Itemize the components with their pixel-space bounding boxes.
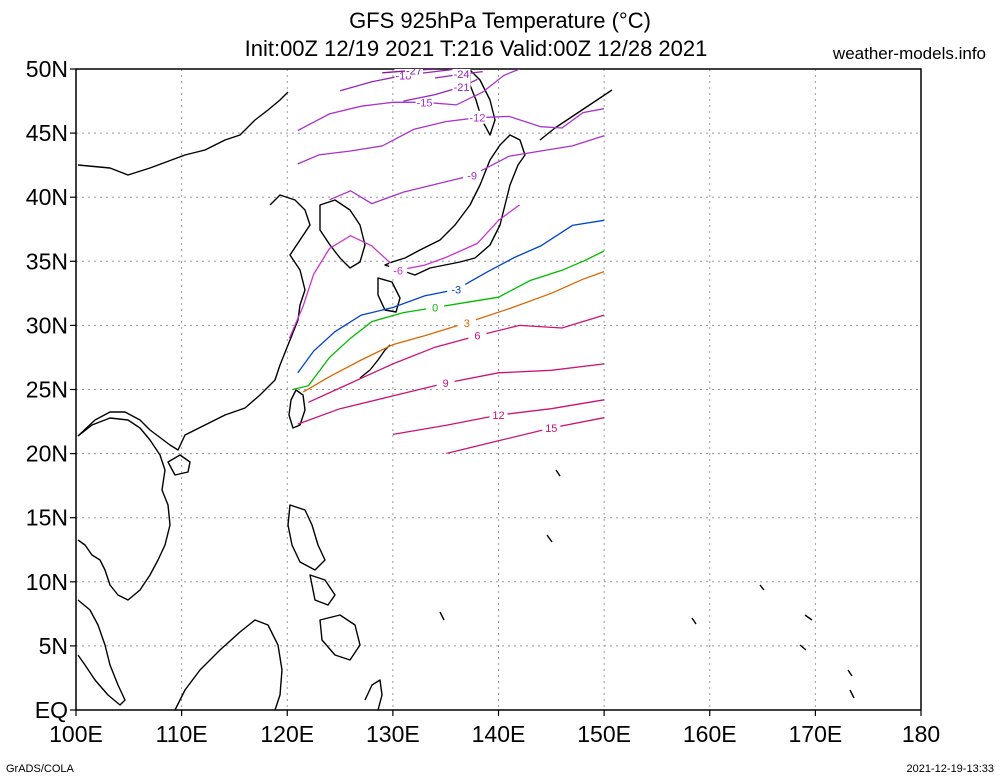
lat-label: 10N <box>26 569 68 595</box>
contour-label-bg <box>457 315 476 329</box>
footer-timestamp: 2021-12-19-13:33 <box>906 763 994 775</box>
lon-label: 130E <box>366 721 420 747</box>
contour-label: -6 <box>393 265 403 277</box>
coast-hainan <box>167 454 191 476</box>
contour-line <box>288 204 520 339</box>
coast-taiwan <box>288 389 306 429</box>
lat-label: 50N <box>26 56 68 82</box>
coast-visayas <box>309 574 336 606</box>
footer-credit: GrADS/COLA <box>6 763 74 775</box>
contour-line <box>292 250 605 391</box>
contour-label-bg <box>389 263 408 277</box>
coast-kurils <box>539 89 613 141</box>
contour-label-bg <box>463 168 482 182</box>
coastlines <box>77 69 855 711</box>
contour-line <box>329 135 605 205</box>
coast-indochina <box>77 417 171 601</box>
contour-label-bg <box>415 95 434 109</box>
coast-mindanao <box>319 614 361 661</box>
coast-sulawesi <box>364 679 383 711</box>
coast-kyushu <box>377 277 401 313</box>
latitude-labels: EQ 5N 10N 15N 20N 25N 30N 35N 40N 45N 50N <box>26 56 76 723</box>
contour-label: 12 <box>492 410 504 422</box>
chart-subtitle: Init:00Z 12/19 2021 T:216 Valid:00Z 12/2… <box>244 36 708 61</box>
contour-label-bg <box>405 69 423 77</box>
lon-label: 140E <box>472 721 526 747</box>
lon-label: 180 <box>902 721 940 747</box>
lat-label: 45N <box>26 120 68 146</box>
coast-korea <box>319 199 366 269</box>
contour-label: 0 <box>432 302 438 314</box>
contour-label: -24 <box>454 69 470 81</box>
contour-label-bg <box>468 328 487 342</box>
lat-label: 5N <box>39 633 68 659</box>
contour-label-bg <box>489 408 508 422</box>
contour-line <box>445 417 605 454</box>
coast-sakhalin <box>469 69 496 136</box>
contour-label-bg <box>452 69 471 81</box>
chart-title: GFS 925hPa Temperature (°C) <box>349 8 651 33</box>
contour-label: 9 <box>443 378 449 390</box>
coast-borneo <box>174 619 283 711</box>
contour-label-bg <box>468 110 487 124</box>
lon-label: 160E <box>683 721 737 747</box>
contour-label: -15 <box>417 97 433 109</box>
coast-japan <box>384 134 526 276</box>
map-grid <box>76 69 921 710</box>
contour-line <box>297 363 605 425</box>
contour-label-bg <box>452 79 471 93</box>
contour-label: 15 <box>545 423 557 435</box>
contour-label: 6 <box>474 331 480 343</box>
site-label: weather-models.info <box>832 44 986 63</box>
lat-label: EQ <box>35 697 68 723</box>
contour-label: -21 <box>454 82 470 94</box>
contour-line <box>308 314 605 403</box>
contour-label: 3 <box>464 318 470 330</box>
longitude-labels: 100E 110E 120E 130E 140E 150E 160E 170E 180 <box>49 710 940 747</box>
contour-label: -3 <box>451 285 461 297</box>
contour-line <box>297 219 605 374</box>
contour-label-bg <box>436 376 455 390</box>
coast-ryukyu <box>359 344 391 379</box>
contour-label-bg <box>447 282 466 296</box>
contour-line <box>302 270 605 393</box>
lon-label: 170E <box>789 721 843 747</box>
lon-label: 120E <box>260 721 314 747</box>
contour-line <box>297 108 605 165</box>
lat-label: 40N <box>26 184 68 210</box>
lat-label: 35N <box>26 248 68 274</box>
contour-label: -12 <box>469 113 485 125</box>
contour-label: -9 <box>467 170 477 182</box>
coast-islands-east <box>439 469 855 699</box>
contour-label-bg <box>426 300 445 314</box>
lon-label: 100E <box>49 721 103 747</box>
lat-label: 15N <box>26 505 68 531</box>
contour-label: -27 <box>406 65 422 77</box>
lat-label: 30N <box>26 312 68 338</box>
lon-label: 150E <box>577 721 631 747</box>
lat-label: 25N <box>26 377 68 403</box>
coast-luzon <box>287 504 326 571</box>
coast-malay <box>77 599 126 706</box>
lon-label: 110E <box>156 721 208 747</box>
lat-label: 20N <box>26 441 68 467</box>
coast-asia-mainland <box>77 91 311 451</box>
contour-label-bg <box>542 420 561 434</box>
